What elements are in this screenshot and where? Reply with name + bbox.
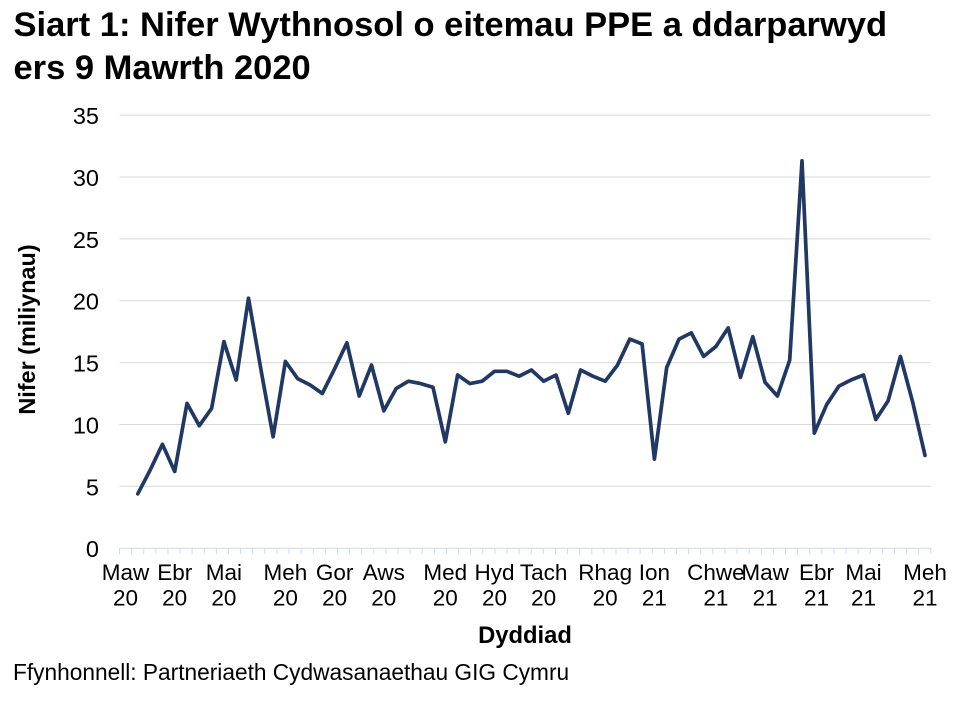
svg-text:Ebr: Ebr: [157, 560, 193, 585]
svg-text:Meh: Meh: [264, 560, 308, 585]
svg-text:20: 20: [113, 586, 138, 611]
svg-text:21: 21: [753, 586, 778, 611]
svg-text:Med: Med: [423, 560, 467, 585]
svg-text:35: 35: [73, 103, 99, 129]
svg-text:Maw: Maw: [741, 560, 789, 585]
svg-text:21: 21: [804, 586, 829, 611]
svg-text:Ion: Ion: [639, 560, 670, 585]
svg-text:20: 20: [273, 586, 298, 611]
svg-text:Mai: Mai: [845, 560, 881, 585]
svg-text:Maw: Maw: [102, 560, 150, 585]
svg-text:20: 20: [211, 586, 236, 611]
svg-text:20: 20: [593, 586, 618, 611]
svg-text:Ebr: Ebr: [799, 560, 835, 585]
svg-text:20: 20: [322, 586, 347, 611]
svg-text:0: 0: [86, 536, 99, 562]
svg-text:Ffynhonnell: Partneriaeth Cydw: Ffynhonnell: Partneriaeth Cydwasanaethau…: [13, 659, 569, 685]
svg-text:10: 10: [73, 413, 99, 439]
svg-text:Siart 1: Nifer Wythnosol o eit: Siart 1: Nifer Wythnosol o eitemau PPE a…: [14, 6, 888, 44]
svg-text:Meh: Meh: [903, 560, 947, 585]
svg-text:20: 20: [433, 586, 458, 611]
svg-text:Aws: Aws: [363, 560, 405, 585]
svg-text:21: 21: [642, 586, 667, 611]
svg-text:21: 21: [703, 586, 728, 611]
svg-text:Tach: Tach: [520, 560, 568, 585]
svg-text:20: 20: [531, 586, 556, 611]
svg-text:Mai: Mai: [206, 560, 242, 585]
svg-text:20: 20: [371, 586, 396, 611]
svg-text:20: 20: [162, 586, 187, 611]
svg-text:5: 5: [86, 474, 99, 500]
svg-text:21: 21: [851, 586, 876, 611]
svg-text:21: 21: [912, 586, 937, 611]
svg-text:Rhag: Rhag: [578, 560, 632, 585]
svg-text:Hyd: Hyd: [474, 560, 514, 585]
svg-text:20: 20: [73, 289, 99, 315]
svg-text:Gor: Gor: [316, 560, 354, 585]
svg-text:Chwe: Chwe: [687, 560, 745, 585]
svg-text:20: 20: [482, 586, 507, 611]
svg-text:Dyddiad: Dyddiad: [478, 622, 572, 649]
svg-text:Nifer (miliynau): Nifer (miliynau): [14, 244, 40, 414]
svg-text:ers 9 Mawrth 2020: ers 9 Mawrth 2020: [14, 49, 311, 87]
svg-text:30: 30: [73, 165, 99, 191]
svg-text:25: 25: [73, 227, 99, 253]
svg-text:15: 15: [73, 351, 99, 377]
